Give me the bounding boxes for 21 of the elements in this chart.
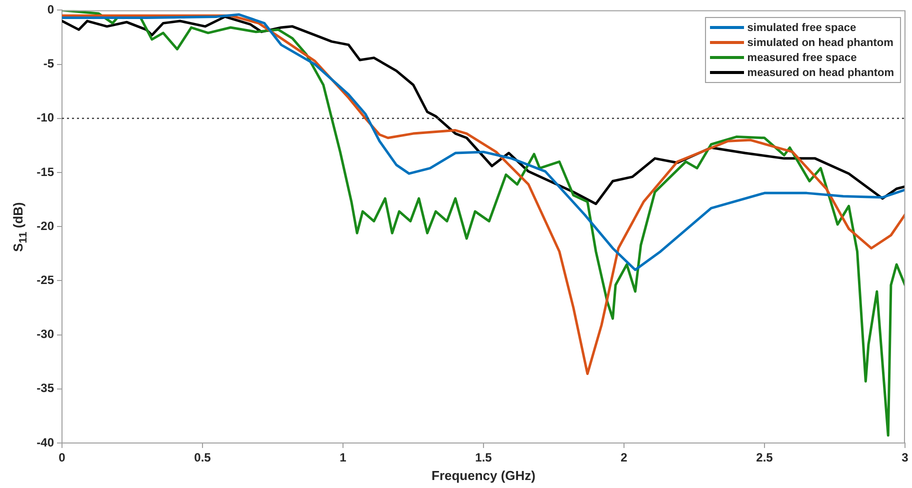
y-tick-label: 0 — [47, 2, 54, 17]
x-tick-label: 1.5 — [475, 450, 492, 465]
x-tick-label: 1 — [340, 450, 347, 465]
legend-label: measured on head phantom — [747, 66, 894, 79]
y-tick-label: -15 — [36, 164, 54, 179]
y-tick-label: -20 — [36, 218, 54, 233]
legend-label: measured free space — [747, 52, 857, 64]
y-tick-label: -10 — [36, 110, 54, 125]
y-tick-label: -35 — [36, 381, 54, 396]
y-tick-label: -25 — [36, 273, 54, 288]
x-axis-title: Frequency (GHz) — [431, 468, 536, 483]
y-tick-label: -30 — [36, 327, 54, 342]
y-tick-label: -5 — [43, 56, 54, 71]
legend-label: simulated on head phantom — [747, 36, 894, 49]
x-tick-label: 0 — [58, 450, 66, 465]
y-tick-label: -40 — [36, 435, 54, 450]
x-tick-label: 0.5 — [194, 450, 212, 465]
x-tick-label: 2.5 — [756, 450, 774, 465]
legend-label: simulated free space — [747, 22, 856, 34]
x-tick-label: 3 — [902, 450, 909, 465]
x-tick-label: 2 — [620, 450, 628, 465]
